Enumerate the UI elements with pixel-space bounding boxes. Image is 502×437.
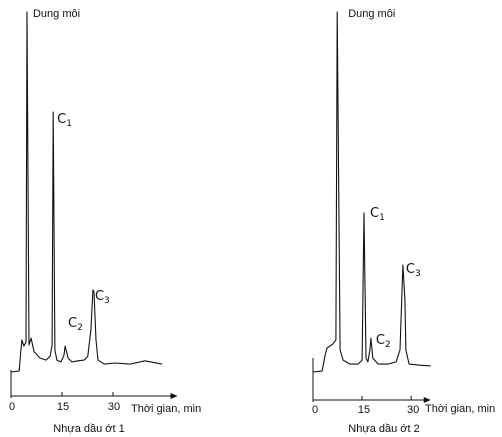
peak-label-c2: C2 [376,333,391,350]
peak-label-letter: C [95,289,104,304]
chromatogram-trace [312,11,431,373]
x-axis-label: Thời gian, min [131,403,201,415]
peak-label-letter: C [68,316,77,331]
peak-label-letter: C [57,112,66,127]
x-tick-label: 15 [57,401,69,413]
peak-label-c1: C1 [57,112,72,129]
peak-label-subscript: 3 [104,296,110,306]
peak-label-solvent: Dung môi [348,8,395,20]
peak-label-solvent: Dung môi [33,8,80,20]
x-axis-arrow [170,393,178,399]
x-tick-label: 30 [407,404,419,416]
peak-label-subscript: 1 [66,119,72,129]
chart-caption: Nhựa dầu ớt 1 [53,423,124,435]
peak-label-subscript: 2 [385,340,391,350]
chromatogram-trace [10,11,163,373]
peak-label-c2: C2 [68,316,83,333]
x-axis-arrow [423,397,431,403]
peak-label-c3: C3 [406,262,421,279]
peak-label-subscript: 1 [379,213,385,223]
peak-label-letter: C [376,333,385,348]
x-tick-label: 0 [9,401,15,413]
x-tick-label: 0 [312,404,318,416]
x-tick-label: 30 [108,401,120,413]
peak-label-subscript: 3 [415,269,421,279]
x-axis-label: Thời gian, min [425,403,495,415]
peak-label-letter: C [406,262,415,277]
peak-label-c3: C3 [95,289,110,306]
peak-label-c1: C1 [370,206,385,223]
peak-label-subscript: 2 [77,323,83,333]
peak-label-letter: C [370,206,379,221]
chart-caption: Nhựa dầu ớt 2 [348,423,419,435]
x-tick-label: 15 [358,404,370,416]
